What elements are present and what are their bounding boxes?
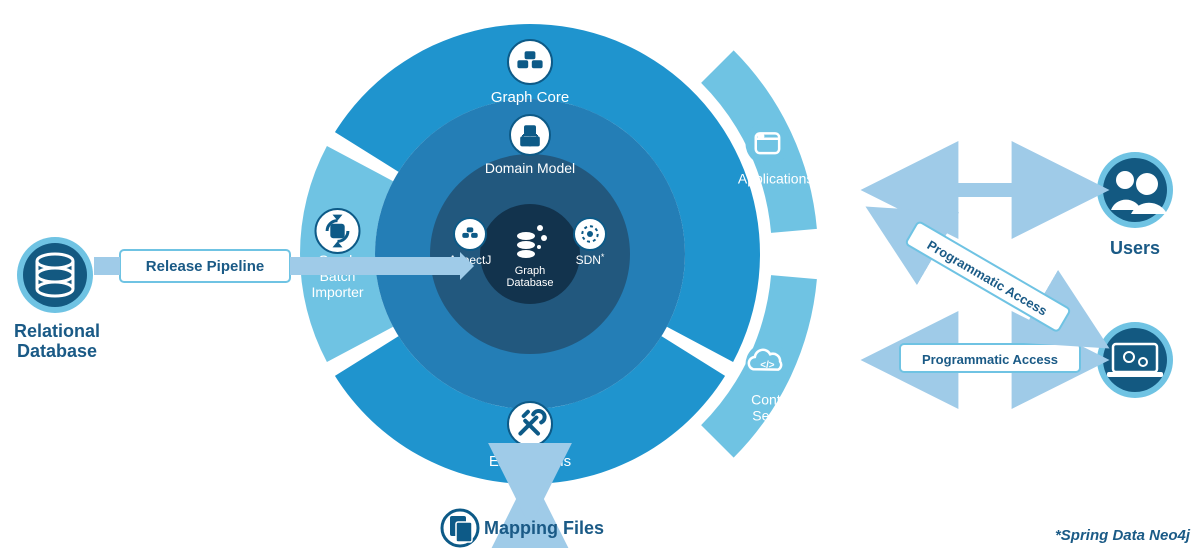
aspectj-icon	[454, 218, 486, 250]
relational-label-2: Database	[17, 341, 97, 361]
export-tools-icon	[508, 402, 552, 446]
batch-importer-label-3: Importer	[311, 284, 363, 300]
prog-access-label-1: Programmatic Access	[922, 352, 1058, 367]
users-label: Users	[1110, 238, 1160, 258]
relational-label-1: Relational	[14, 321, 100, 341]
mapping-files-label: Mapping Files	[484, 518, 604, 538]
core-label-2: Database	[506, 277, 553, 289]
applications-label-1: Applications	[738, 170, 814, 186]
sdn-icon	[574, 218, 606, 250]
applications-icon	[745, 121, 789, 165]
core-label-1: Graph	[515, 265, 546, 277]
svg-text:Programmatic Access: Programmatic Access	[925, 237, 1050, 318]
architecture-diagram: Graph CoreExport ToolsGraphBatchImporter…	[0, 0, 1200, 548]
domain-model-label: Domain Model	[485, 160, 575, 176]
domain-model-icon	[510, 115, 550, 155]
content-service-icon: </>	[745, 343, 789, 387]
prog-access-diag: Programmatic Access	[905, 221, 1070, 332]
programmatic-icon	[1097, 322, 1173, 398]
graph-core-label: Graph Core	[491, 89, 569, 106]
release-pipeline-label: Release Pipeline	[146, 258, 264, 275]
sdn-label: SDN*	[576, 252, 605, 267]
batch-importer-icon	[316, 209, 360, 253]
mapping-files-icon	[442, 510, 478, 546]
content-service-label-1: Content	[751, 392, 800, 408]
relational-db-icon	[17, 237, 93, 313]
users-icon	[1097, 152, 1173, 228]
graph-core-icon	[508, 40, 552, 84]
svg-text:</>: </>	[760, 360, 775, 371]
footnote: *Spring Data Neo4j	[1055, 527, 1191, 544]
content-service-label-2: Service	[752, 408, 799, 424]
export-tools-label: Export Tools	[489, 453, 571, 470]
